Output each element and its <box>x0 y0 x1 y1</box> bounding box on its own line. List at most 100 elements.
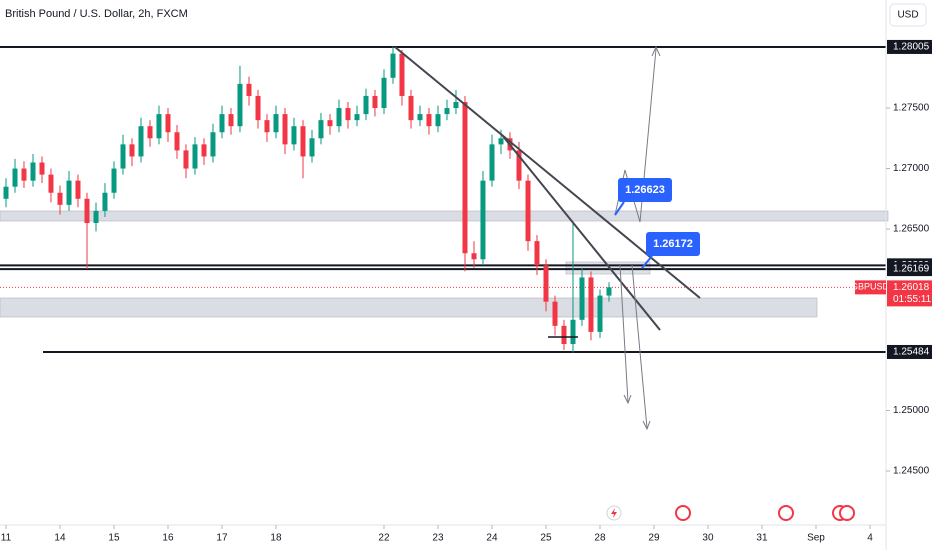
x-tick-label: 14 <box>54 533 66 544</box>
candle-body <box>327 120 333 127</box>
x-tick-label: 29 <box>648 533 660 544</box>
y-tick-label: 1.27000 <box>893 163 930 174</box>
candle <box>93 202 99 232</box>
candle-body <box>291 126 297 145</box>
events <box>606 505 855 521</box>
candle-body <box>129 144 135 157</box>
arrow-head <box>642 420 651 431</box>
candle-body <box>534 241 540 266</box>
candle-body <box>588 277 594 332</box>
callout-box <box>646 232 700 256</box>
candle <box>543 259 549 312</box>
candle <box>561 319 567 351</box>
candle <box>21 161 27 188</box>
candle <box>66 170 72 211</box>
candle <box>111 161 117 199</box>
candle <box>399 49 405 106</box>
candle <box>282 108 288 155</box>
candle <box>138 117 144 163</box>
candle-body <box>39 162 45 175</box>
candle <box>165 108 171 142</box>
last-price-tag <box>887 280 932 307</box>
candle-body <box>435 114 441 127</box>
candle <box>372 89 378 117</box>
x-tick-label: 11 <box>1 533 12 544</box>
candle-body <box>3 186 9 199</box>
candle-body <box>84 198 90 223</box>
candle <box>453 89 459 115</box>
level-tag-label: 1.25484 <box>893 347 930 358</box>
candle-body <box>255 95 261 121</box>
event-icon[interactable] <box>675 505 691 521</box>
currency-button[interactable] <box>889 3 927 27</box>
x-tick-label: 31 <box>756 533 768 544</box>
candle-body <box>120 144 126 169</box>
candle <box>363 88 369 121</box>
candle-body <box>147 126 153 139</box>
candle-body <box>498 138 504 145</box>
level-tag-label: 1.26169 <box>893 264 930 275</box>
candle-body <box>444 108 450 115</box>
candle-body <box>183 150 189 169</box>
x-tick-label: Sep <box>807 533 825 544</box>
candle-body <box>354 114 360 121</box>
x-tick-label: 16 <box>162 533 174 544</box>
x-tick-label: 30 <box>702 533 714 544</box>
candle <box>327 114 333 135</box>
candle-body <box>372 95 378 109</box>
event-icon[interactable] <box>839 505 855 521</box>
candle-body <box>210 132 216 157</box>
candle <box>291 117 297 151</box>
candle <box>255 89 261 129</box>
levels <box>0 45 886 353</box>
candle <box>336 99 342 133</box>
countdown-label: 01:55:11 <box>893 294 932 305</box>
candle <box>228 108 234 135</box>
bear-path <box>631 264 648 429</box>
candle-body <box>552 301 558 326</box>
x-tick-label: 23 <box>432 533 444 544</box>
candle <box>210 123 216 163</box>
candle-body <box>561 325 567 344</box>
candle <box>570 222 576 353</box>
candle <box>129 138 135 167</box>
candle <box>264 114 270 142</box>
candle-body <box>390 53 396 78</box>
candle-body <box>489 144 495 181</box>
candle-body <box>525 180 531 242</box>
callout-pointer <box>614 201 625 216</box>
event-icon[interactable] <box>778 505 794 521</box>
candle <box>579 267 585 326</box>
candle-body <box>219 114 225 133</box>
candle <box>354 105 360 127</box>
candle-body <box>75 180 81 199</box>
candle-body <box>30 162 36 181</box>
chart-title: British Pound / U.S. Dollar, 2h, FXCM <box>5 8 188 20</box>
candle-body <box>579 277 585 320</box>
level-tag <box>887 262 932 277</box>
callouts: 1.26623 1.26172 <box>614 178 700 269</box>
resistance-zone <box>0 210 889 222</box>
candle <box>102 183 108 217</box>
symbol-tag-label: GBPUSD <box>851 282 890 292</box>
candle <box>534 235 540 276</box>
trend-line <box>394 46 701 299</box>
x-tick-label: 15 <box>108 533 120 544</box>
candle <box>39 156 45 184</box>
x-tick-label: 22 <box>378 533 390 544</box>
candle <box>156 105 162 145</box>
candle <box>606 282 612 302</box>
candle <box>183 144 189 179</box>
candle <box>48 168 54 203</box>
candle-body <box>543 265 549 302</box>
candle <box>525 174 531 251</box>
arrow-head <box>651 45 661 57</box>
drawings <box>394 45 701 431</box>
candle-body <box>138 126 144 157</box>
candle-body <box>57 192 63 205</box>
candle-body <box>246 83 252 96</box>
candle <box>489 134 495 187</box>
candle-body <box>156 114 162 139</box>
candle <box>597 289 603 338</box>
